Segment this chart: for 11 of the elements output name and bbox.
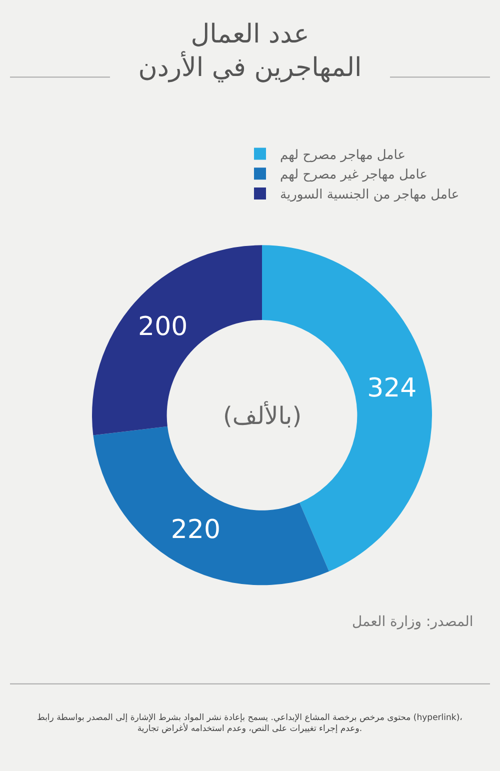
text: (بالألف) [223, 401, 302, 430]
legend-label: عامل مهاجر غير مصرح لهم [280, 168, 428, 183]
data-label: 200 [138, 312, 188, 342]
donut-slice [93, 426, 330, 586]
chart-title: عدد العمال المهاجرين في الأردن [138, 19, 362, 84]
legend-label: عامل مهاجر من الجنسية السورية [280, 188, 460, 203]
data-label: 324 [367, 373, 417, 404]
legend-label: عامل مهاجر مصرح لهم [280, 148, 406, 163]
text: المصدر: وزارة العمل [352, 614, 474, 630]
data-label: 220 [170, 515, 221, 546]
text: محتوى مرخص برخصة المشاع الإبداعي. يسمح بإعادة نشر المواد بشرط الإشارة إلى المصدر بواسطة رابط (hyperlink)، وعدم إجراء تغييرات على النص، وعدم استخدامه لأغراض تجارية. [37, 713, 463, 734]
